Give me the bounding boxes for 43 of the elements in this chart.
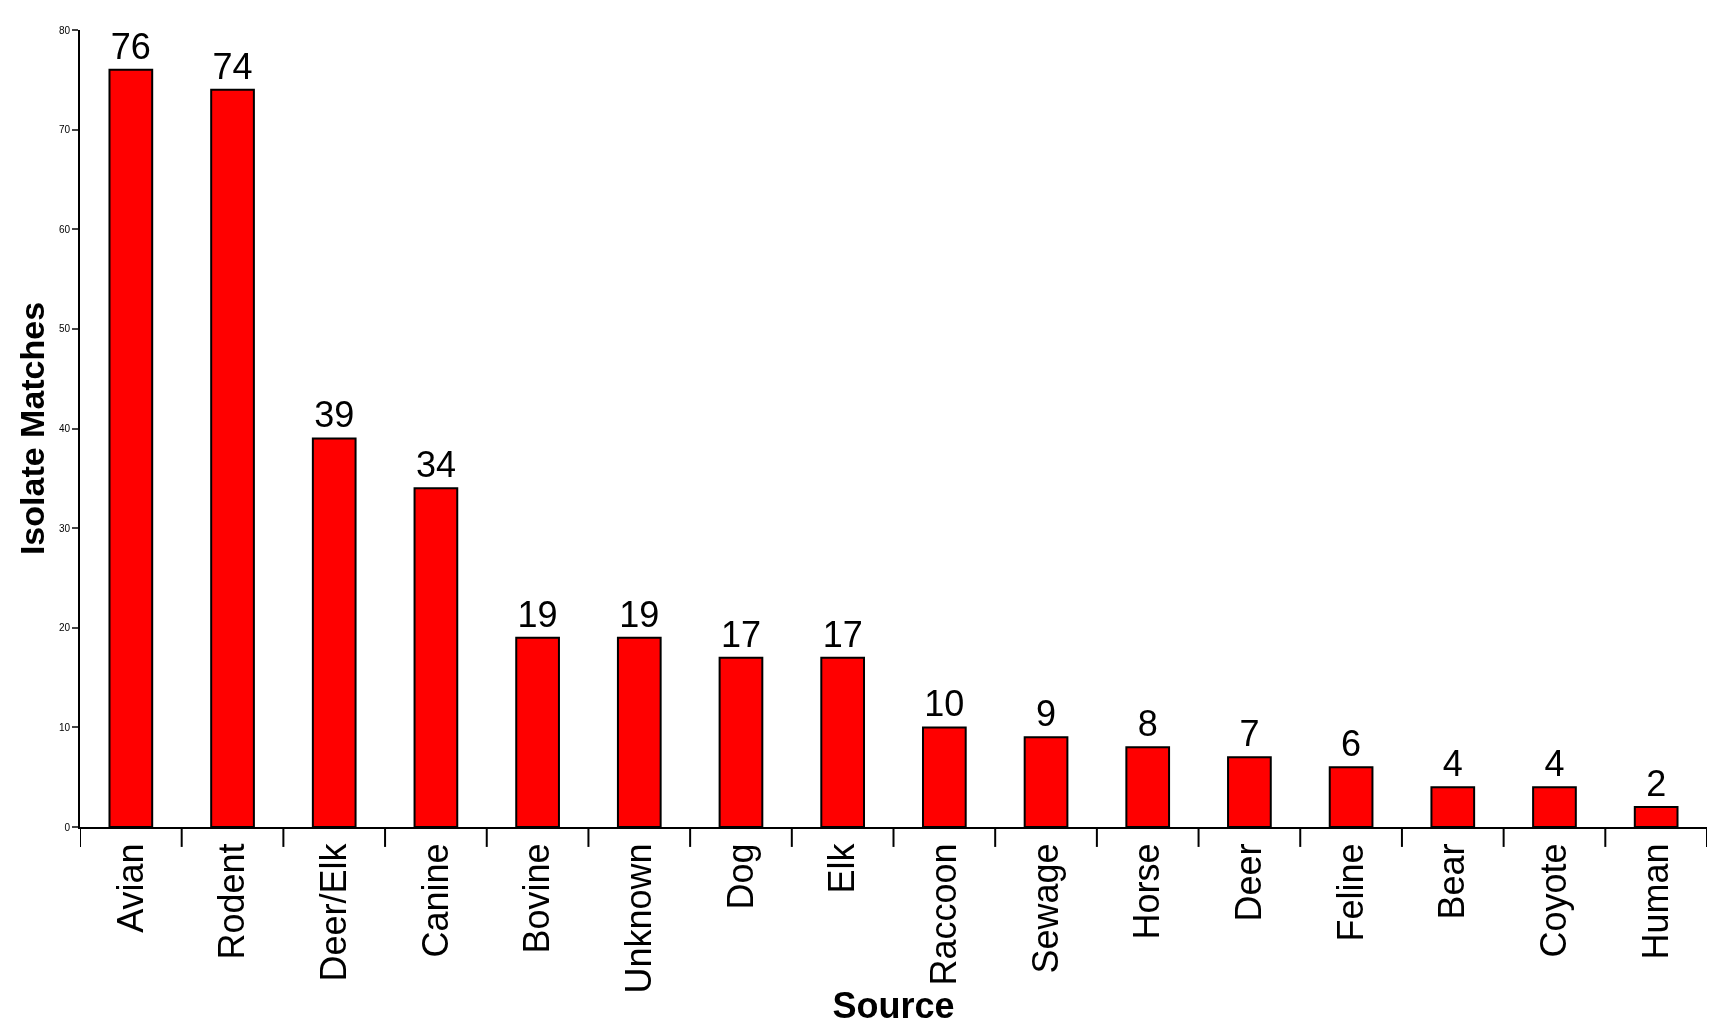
data-label: 2 [1646, 763, 1667, 805]
y-tick-label: 0 [64, 821, 71, 833]
data-label: 10 [924, 683, 965, 725]
x-tick-label: Sewage [1024, 843, 1066, 974]
x-tick-label: Elk [821, 842, 863, 894]
x-tick-label: Horse [1126, 843, 1168, 940]
x-tick-label: Rodent [211, 843, 253, 960]
data-label: 9 [1036, 693, 1057, 735]
x-tick-label: Raccoon [923, 843, 965, 986]
data-label: 6 [1341, 723, 1362, 765]
data-label: 8 [1137, 703, 1158, 745]
x-tick-label: Coyote [1533, 843, 1575, 958]
x-axis-title: Source [832, 985, 955, 1027]
data-label: 39 [314, 394, 355, 436]
y-tick-label: 60 [58, 223, 71, 235]
y-tick-label: 20 [58, 622, 71, 634]
data-label: 4 [1544, 743, 1565, 785]
x-tick-label: Dog [719, 843, 761, 910]
data-label: 7 [1239, 713, 1260, 755]
data-label: 76 [110, 25, 151, 67]
y-tick-label: 70 [58, 124, 71, 136]
x-tick-label: Deer [1228, 843, 1270, 922]
y-tick-label: 50 [58, 323, 71, 335]
y-tick-label: 30 [58, 522, 71, 534]
x-tick-label: Bear [1431, 843, 1473, 920]
data-label: 17 [822, 613, 863, 655]
y-tick-label: 10 [58, 721, 71, 733]
x-tick-label: Feline [1329, 843, 1371, 942]
data-label: 4 [1442, 743, 1463, 785]
y-tick-label: 80 [58, 24, 71, 36]
x-tick-label: Human [1634, 843, 1676, 960]
x-tick-label: Canine [414, 843, 456, 958]
data-label: 19 [619, 593, 660, 635]
data-label: 34 [415, 444, 456, 486]
data-label: 17 [720, 613, 761, 655]
x-tick-label: Avian [109, 843, 151, 933]
data-label: 19 [517, 593, 558, 635]
x-tick-label: Deer/Elk [312, 842, 354, 982]
y-tick-label: 40 [58, 423, 71, 434]
x-tick-label: Unknown [617, 843, 659, 994]
data-label: 74 [212, 45, 253, 87]
x-tick-label: Bovine [516, 843, 558, 954]
y-axis-title: Isolate Matches [12, 301, 51, 556]
